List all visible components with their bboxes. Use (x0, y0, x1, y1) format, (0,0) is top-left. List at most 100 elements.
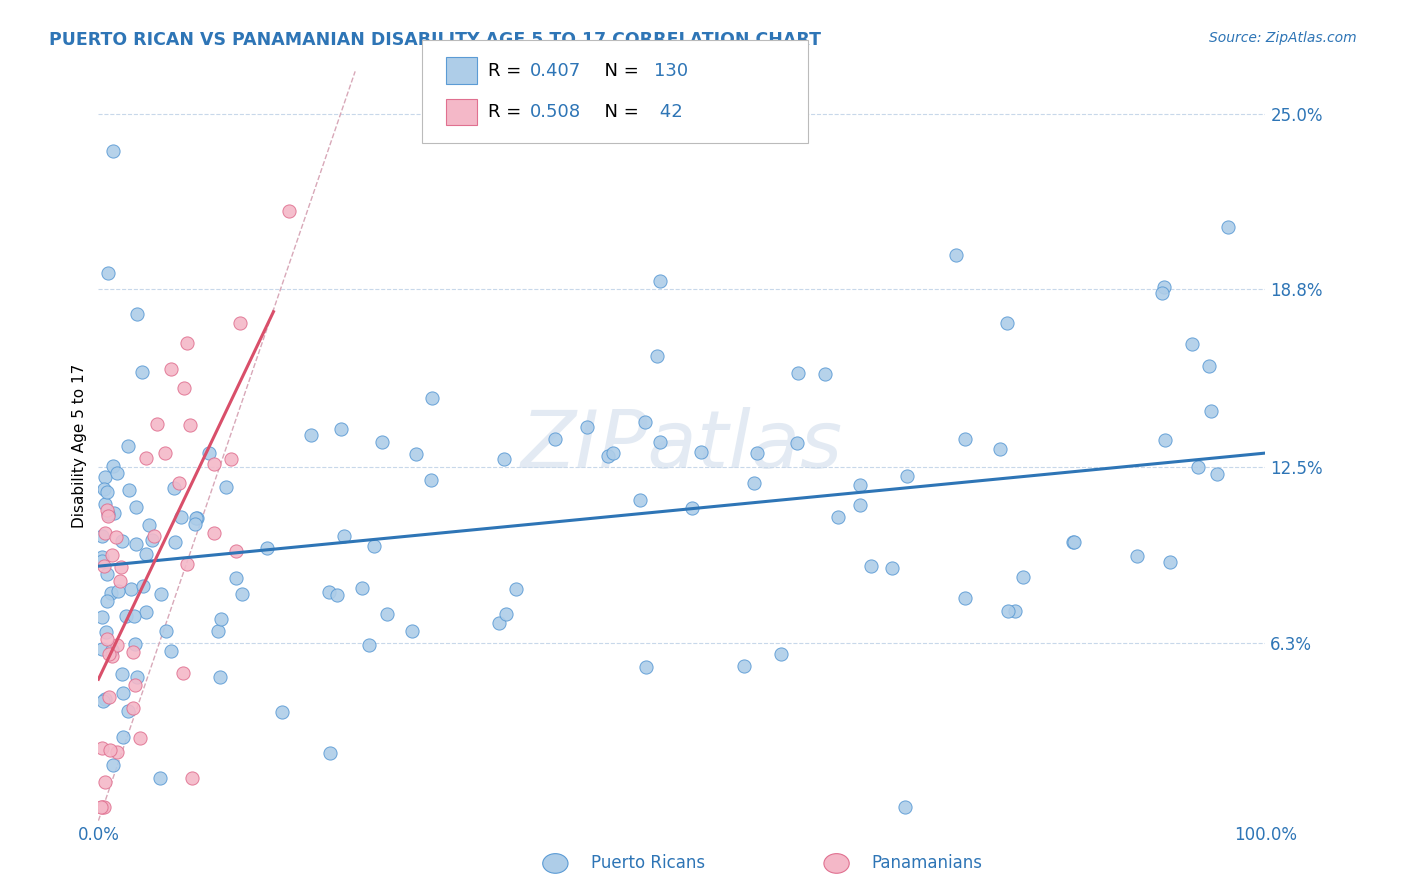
Point (131, 365, 153, 379)
Point (1159, 555, 1181, 569)
Point (221, 452, 243, 467)
Point (150, 587, 173, 601)
Point (97, 508, 120, 523)
Point (110, 667, 132, 681)
Point (405, 447, 427, 461)
Point (894, 799, 917, 814)
Point (96, 502, 118, 516)
Point (90, 799, 112, 814)
Point (371, 435, 394, 450)
Point (107, 584, 129, 599)
Point (146, 417, 169, 431)
Point (93, 558, 115, 573)
Text: 0.407: 0.407 (530, 62, 581, 79)
Point (202, 525, 225, 540)
Text: Panamanians: Panamanians (872, 855, 983, 872)
Point (110, 560, 132, 574)
Point (209, 612, 232, 626)
Text: Source: ZipAtlas.com: Source: ZipAtlas.com (1209, 31, 1357, 45)
Point (112, 686, 135, 700)
Point (94, 526, 117, 541)
Point (117, 439, 139, 453)
Point (94, 625, 117, 640)
Point (1153, 280, 1175, 294)
Point (1218, 220, 1240, 235)
Point (229, 316, 252, 330)
Point (135, 450, 157, 465)
Point (103, 144, 125, 158)
Point (96, 566, 118, 581)
Point (101, 758, 124, 772)
Point (93, 482, 115, 496)
Point (90, 529, 112, 543)
Point (96, 484, 118, 499)
Text: N =: N = (593, 62, 645, 79)
Point (544, 432, 567, 446)
Point (350, 581, 373, 595)
Point (997, 604, 1019, 618)
Point (945, 248, 967, 262)
Point (142, 529, 165, 543)
Point (786, 436, 808, 450)
Point (110, 574, 132, 589)
Point (105, 466, 128, 480)
Point (134, 547, 156, 561)
Point (100, 548, 122, 562)
Point (101, 643, 124, 657)
Point (118, 483, 141, 498)
Point (1181, 336, 1204, 351)
Point (90, 641, 112, 656)
Point (169, 509, 191, 524)
Point (882, 560, 904, 574)
Point (271, 705, 294, 719)
Text: 130: 130 (654, 62, 688, 79)
Point (96, 266, 118, 280)
Point (163, 481, 186, 495)
Point (125, 537, 148, 551)
Point (98, 743, 121, 757)
Point (645, 349, 668, 363)
Point (97, 508, 120, 522)
Text: R =: R = (488, 62, 527, 79)
Point (149, 771, 172, 785)
Point (375, 607, 398, 622)
Point (225, 544, 247, 558)
Point (90, 549, 112, 564)
Point (231, 587, 253, 601)
Point (160, 361, 183, 376)
Point (505, 582, 527, 596)
Point (1004, 604, 1026, 618)
Point (160, 644, 183, 658)
Point (100, 586, 122, 600)
Point (125, 307, 148, 321)
Point (180, 771, 202, 785)
Point (94, 497, 117, 511)
Point (849, 498, 872, 512)
Point (96, 594, 118, 608)
Point (1063, 534, 1085, 549)
Point (207, 624, 229, 639)
Point (124, 678, 146, 692)
Point (745, 446, 768, 460)
Point (105, 745, 128, 759)
Point (90, 554, 112, 568)
Point (104, 530, 127, 544)
Point (326, 588, 349, 602)
Point (122, 608, 145, 623)
Text: ZIPatlas: ZIPatlas (520, 407, 844, 485)
Point (363, 539, 385, 553)
Point (860, 558, 883, 573)
Point (98, 647, 121, 661)
Text: 42: 42 (654, 103, 682, 121)
Point (648, 434, 671, 449)
Point (215, 479, 238, 493)
Point (138, 517, 160, 532)
Point (1152, 285, 1174, 300)
Point (988, 442, 1011, 456)
Point (186, 511, 208, 525)
Point (122, 645, 145, 659)
Point (1126, 549, 1149, 564)
Point (492, 451, 515, 466)
Point (122, 700, 145, 714)
Point (90, 610, 112, 624)
